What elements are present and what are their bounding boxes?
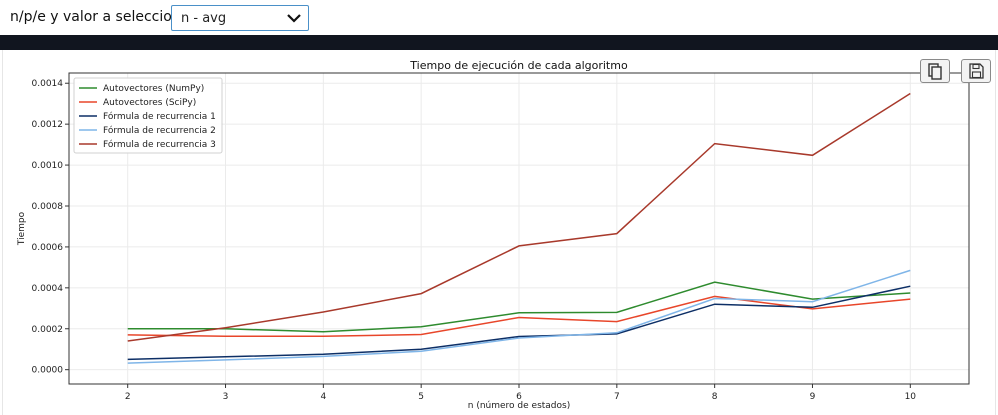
y-tick-label: 0.0000 — [32, 366, 64, 376]
y-tick-label: 0.0006 — [32, 243, 64, 253]
x-tick-label: 3 — [223, 392, 229, 402]
plot-frame — [68, 72, 970, 385]
divider-bar — [0, 35, 998, 50]
chevron-down-icon — [287, 14, 301, 23]
save-button[interactable] — [961, 59, 991, 83]
series-line-3 — [127, 285, 911, 361]
x-tick-label: 5 — [418, 392, 424, 402]
legend-label-4: Fórmula de recurrencia 2 — [103, 125, 216, 136]
x-axis-label: n (número de estados) — [468, 401, 570, 411]
x-tick-label: 9 — [810, 392, 816, 402]
selector-label: n/p/e y valor a seleccionar: — [10, 9, 200, 25]
x-tick-label: 10 — [905, 392, 917, 402]
x-tick-label: 8 — [712, 392, 718, 402]
y-axis-label: Tiempo — [17, 211, 27, 246]
legend-label-3: Fórmula de recurrencia 1 — [103, 111, 216, 122]
legend-label-5: Fórmula de recurrencia 3 — [103, 139, 216, 150]
chart-title: Tiempo de ejecución de cada algoritmo — [409, 59, 628, 72]
series-line-1 — [127, 281, 911, 333]
y-tick-label: 0.0008 — [32, 202, 64, 212]
y-tick-label: 0.0014 — [32, 79, 64, 89]
x-tick-label: 4 — [320, 392, 326, 402]
x-tick-label: 7 — [614, 392, 620, 402]
copy-button[interactable] — [920, 59, 950, 83]
y-tick-label: 0.0002 — [32, 325, 64, 335]
legend-label-1: Autovectores (NumPy) — [103, 84, 204, 94]
select-value: n - avg — [181, 11, 227, 26]
x-tick-label: 2 — [125, 392, 131, 402]
series-line-2 — [127, 295, 911, 338]
controls-bar: n/p/e y valor a seleccionar: n - avg — [0, 0, 998, 35]
legend-box — [73, 77, 223, 154]
y-tick-label: 0.0012 — [32, 120, 64, 130]
value-select[interactable]: n - avg — [171, 5, 309, 31]
copy-icon — [928, 63, 942, 80]
x-tick-label: 6 — [516, 392, 522, 402]
series-line-5 — [127, 92, 911, 342]
legend-label-2: Autovectores (SciPy) — [103, 98, 196, 108]
y-tick-label: 0.0010 — [32, 161, 64, 171]
save-icon — [969, 63, 984, 79]
series-line-4 — [127, 269, 911, 364]
y-tick-label: 0.0004 — [32, 284, 64, 294]
